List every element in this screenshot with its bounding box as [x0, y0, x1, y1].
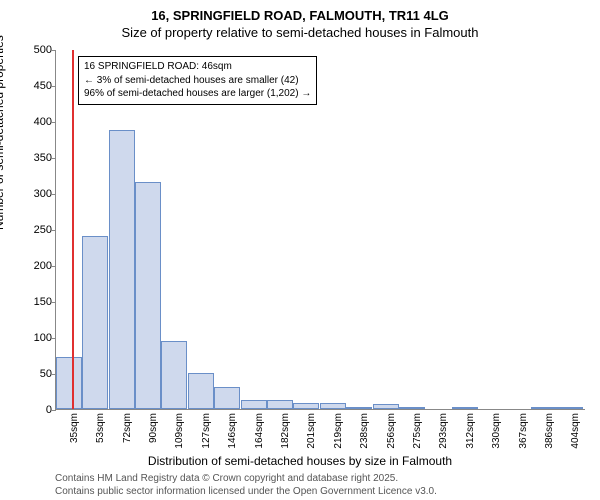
- x-tick-label: 238sqm: [359, 413, 370, 449]
- x-tick-label: 404sqm: [570, 413, 581, 449]
- y-tick-label: 500: [34, 44, 52, 56]
- histogram-bar: [373, 404, 399, 409]
- chart-title-line2: Size of property relative to semi-detach…: [0, 25, 600, 40]
- x-tick-label: 330sqm: [491, 413, 502, 449]
- x-axis-label: Distribution of semi-detached houses by …: [0, 454, 600, 468]
- y-tick-label: 250: [34, 224, 52, 236]
- histogram-bar: [109, 130, 135, 409]
- histogram-bar: [531, 407, 557, 409]
- reference-line: [72, 50, 74, 409]
- y-tick-mark: [51, 338, 56, 339]
- y-tick-label: 150: [34, 296, 52, 308]
- y-tick-label: 400: [34, 116, 52, 128]
- histogram-bar: [56, 357, 82, 409]
- x-tick-label: 164sqm: [254, 413, 265, 449]
- x-tick-label: 35sqm: [69, 413, 80, 443]
- histogram-bar: [399, 407, 425, 409]
- x-tick-label: 256sqm: [386, 413, 397, 449]
- annotation-line: 96% of semi-detached houses are larger (…: [84, 87, 311, 101]
- y-tick-label: 350: [34, 152, 52, 164]
- histogram-bar: [293, 403, 319, 409]
- x-tick-label: 182sqm: [280, 413, 291, 449]
- y-tick-mark: [51, 410, 56, 411]
- annotation-line: 16 SPRINGFIELD ROAD: 46sqm: [84, 60, 311, 74]
- x-tick-label: 219sqm: [333, 413, 344, 449]
- x-tick-label: 312sqm: [465, 413, 476, 449]
- y-tick-mark: [51, 50, 56, 51]
- histogram-bar: [188, 373, 214, 409]
- footer-line1: Contains HM Land Registry data © Crown c…: [55, 472, 437, 485]
- x-tick-label: 386sqm: [544, 413, 555, 449]
- histogram-bar: [82, 236, 108, 409]
- x-tick-label: 293sqm: [438, 413, 449, 449]
- histogram-bar: [320, 403, 346, 409]
- x-tick-label: 146sqm: [227, 413, 238, 449]
- y-tick-mark: [51, 266, 56, 267]
- histogram-bar: [452, 407, 478, 409]
- y-tick-label: 300: [34, 188, 52, 200]
- x-tick-label: 367sqm: [518, 413, 529, 449]
- y-tick-label: 100: [34, 332, 52, 344]
- y-tick-mark: [51, 158, 56, 159]
- y-tick-label: 200: [34, 260, 52, 272]
- y-tick-mark: [51, 86, 56, 87]
- annotation-box: 16 SPRINGFIELD ROAD: 46sqm← 3% of semi-d…: [78, 56, 317, 105]
- histogram-bar: [557, 407, 583, 409]
- y-tick-mark: [51, 230, 56, 231]
- y-tick-mark: [51, 194, 56, 195]
- x-tick-label: 201sqm: [306, 413, 317, 449]
- y-tick-label: 450: [34, 80, 52, 92]
- x-tick-label: 275sqm: [412, 413, 423, 449]
- plot-area: 05010015020025030035040045050035sqm53sqm…: [55, 50, 585, 410]
- histogram-bar: [161, 341, 187, 409]
- y-tick-mark: [51, 122, 56, 123]
- x-tick-label: 53sqm: [95, 413, 106, 443]
- x-tick-label: 72sqm: [122, 413, 133, 443]
- x-tick-label: 109sqm: [174, 413, 185, 449]
- footer-line2: Contains public sector information licen…: [55, 485, 437, 498]
- x-tick-label: 90sqm: [148, 413, 159, 443]
- histogram-bar: [346, 407, 372, 409]
- annotation-line: ← 3% of semi-detached houses are smaller…: [84, 74, 311, 88]
- chart-title-line1: 16, SPRINGFIELD ROAD, FALMOUTH, TR11 4LG: [0, 8, 600, 23]
- footer-attribution: Contains HM Land Registry data © Crown c…: [55, 472, 437, 498]
- x-tick-label: 127sqm: [201, 413, 212, 449]
- histogram-bar: [214, 387, 240, 409]
- histogram-bar: [135, 182, 161, 409]
- histogram-bar: [241, 400, 267, 409]
- histogram-bar: [267, 400, 293, 409]
- y-tick-mark: [51, 302, 56, 303]
- y-axis-label: Number of semi-detached properties: [0, 35, 6, 230]
